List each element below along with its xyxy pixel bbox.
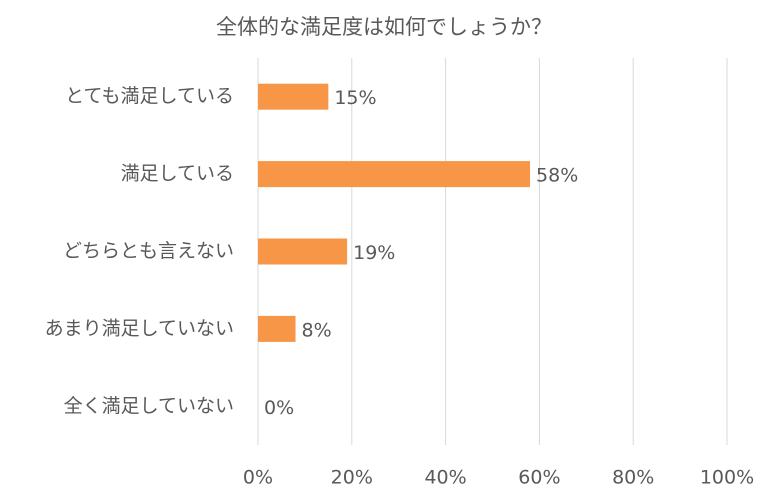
y-tick-label: 満足している	[121, 163, 234, 185]
y-tick-label: 全く満足していない	[64, 395, 234, 417]
x-tick-label: 80%	[612, 467, 654, 489]
y-tick-label: どちらとも言えない	[63, 240, 234, 262]
data-label: 0%	[264, 397, 294, 419]
data-label: 58%	[536, 165, 578, 187]
x-tick-label: 20%	[331, 467, 373, 489]
data-label: 15%	[334, 87, 376, 109]
y-tick-label: あまり満足していない	[45, 317, 234, 339]
x-tick-label: 40%	[424, 467, 466, 489]
bar	[258, 161, 531, 188]
x-tick-label: 100%	[700, 467, 754, 489]
bar	[258, 315, 296, 342]
x-tick-label: 0%	[243, 467, 273, 489]
y-tick-label: とても満足している	[65, 85, 234, 107]
bar	[258, 238, 348, 265]
data-label: 8%	[302, 319, 332, 341]
data-label: 19%	[353, 242, 395, 264]
chart-title: 全体的な満足度は如何でしょうか？	[216, 15, 552, 39]
bar	[258, 83, 329, 110]
x-tick-label: 60%	[518, 467, 560, 489]
